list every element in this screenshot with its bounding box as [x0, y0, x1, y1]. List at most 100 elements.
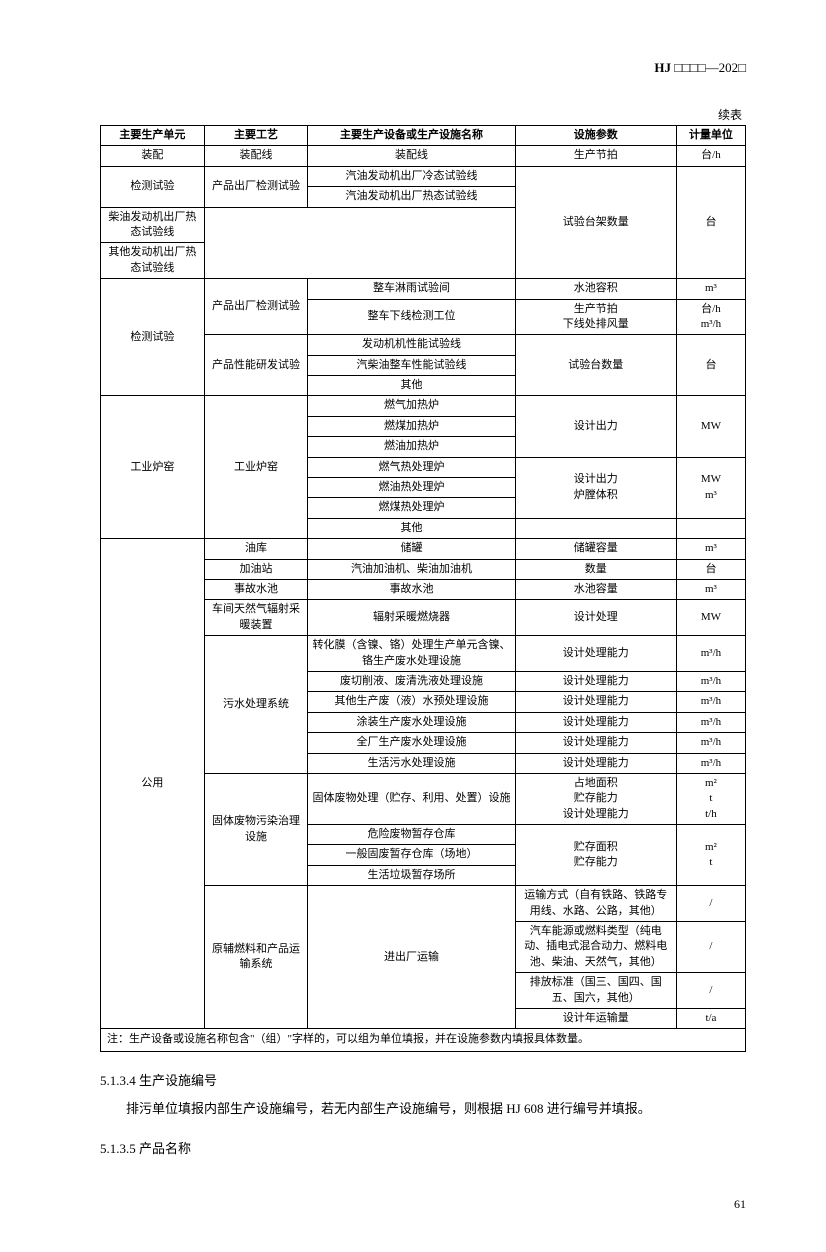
table-cell: 检测试验 [101, 279, 205, 396]
table-cell: 整车淋雨试验间 [308, 279, 515, 299]
table-cell: 水池容积 [515, 279, 676, 299]
table-cell: 水池容量 [515, 579, 676, 599]
col-header: 计量单位 [676, 126, 745, 146]
table-cell: 废切削液、废清洗液处理设施 [308, 671, 515, 691]
table-cell: 设计处理能力 [515, 636, 676, 672]
section-text: 排污单位填报内部生产设施编号，若无内部生产设施编号，则根据 HJ 608 进行编… [100, 1097, 746, 1120]
table-cell: m³/h [676, 733, 745, 753]
table-cell: MWm³ [676, 457, 745, 518]
table-cell: m³/h [676, 671, 745, 691]
table-cell: 汽油发动机出厂热态试验线 [308, 187, 515, 207]
table-cell: 全厂生产废水处理设施 [308, 733, 515, 753]
table-cell: 油库 [204, 539, 308, 559]
table-cell: 装配 [101, 146, 205, 166]
table-cell: 工业炉窑 [204, 396, 308, 539]
table-cell: 台/hm³/h [676, 299, 745, 335]
table-cell: 固体废物污染治理设施 [204, 773, 308, 885]
table-caption: 续表 [100, 106, 746, 123]
table-note-row: 注：生产设备或设施名称包含"（组）"字样的，可以组为单位填报，并在设施参数内填报… [101, 1029, 746, 1051]
table-cell: 占地面积贮存能力设计处理能力 [515, 773, 676, 824]
table-cell: 台 [676, 559, 745, 579]
table-cell: 汽柴油整车性能试验线 [308, 355, 515, 375]
table-cell: 燃气热处理炉 [308, 457, 515, 477]
table-cell [515, 518, 676, 538]
table-cell: 储罐容量 [515, 539, 676, 559]
section-number: 5.1.3.4 [100, 1073, 136, 1088]
table-cell: 汽油加油机、柴油加油机 [308, 559, 515, 579]
col-header: 设施参数 [515, 126, 676, 146]
table-row: 工业炉窑工业炉窑燃气加热炉设计出力MW [101, 396, 746, 416]
table-cell: 固体废物处理（贮存、利用、处置）设施 [308, 773, 515, 824]
table-cell: 生活污水处理设施 [308, 753, 515, 773]
table-cell: 柴油发动机出厂热态试验线 [101, 207, 205, 243]
table-cell: 产品出厂检测试验 [204, 166, 308, 207]
table-cell: 生活垃圾暂存场所 [308, 865, 515, 885]
table-row: 公用油库储罐储罐容量m³ [101, 539, 746, 559]
table-header-row: 主要生产单元 主要工艺 主要生产设备或生产设施名称 设施参数 计量单位 [101, 126, 746, 146]
table-cell: 装配线 [204, 146, 308, 166]
table-cell: 涂装生产废水处理设施 [308, 712, 515, 732]
table-cell: 车间天然气辐射采暖装置 [204, 600, 308, 636]
table-cell: 设计处理 [515, 600, 676, 636]
table-cell: 整车下线检测工位 [308, 299, 515, 335]
table-cell: / [676, 886, 745, 922]
table-cell: m²tt/h [676, 773, 745, 824]
table-cell: 燃油热处理炉 [308, 478, 515, 498]
table-cell: 加油站 [204, 559, 308, 579]
table-cell: 一般固废暂存仓库（场地） [308, 845, 515, 865]
section-heading: 5.1.3.4 生产设施编号 [100, 1070, 746, 1089]
table-cell: 台 [676, 166, 745, 278]
table-cell: 试验台数量 [515, 335, 676, 396]
table-cell: 设计年运输量 [515, 1008, 676, 1028]
table-cell: m³/h [676, 636, 745, 672]
header-hj: HJ [654, 60, 671, 75]
header-year: —202□ [706, 60, 746, 75]
table-cell: MW [676, 600, 745, 636]
table-cell: 其他 [308, 376, 515, 396]
table-cell [676, 518, 745, 538]
section-heading: 5.1.3.5 产品名称 [100, 1138, 746, 1157]
table-cell: / [676, 973, 745, 1009]
col-header: 主要生产设备或生产设施名称 [308, 126, 515, 146]
table-cell: 污水处理系统 [204, 636, 308, 774]
table-cell: 数量 [515, 559, 676, 579]
table-cell: m³ [676, 279, 745, 299]
table-cell: 设计处理能力 [515, 753, 676, 773]
table-cell: MW [676, 396, 745, 457]
table-cell: 其他生产废（液）水预处理设施 [308, 692, 515, 712]
section-number: 5.1.3.5 [100, 1141, 136, 1156]
table-row: 装配装配线装配线生产节拍台/h [101, 146, 746, 166]
table-cell: m³ [676, 539, 745, 559]
table-cell: 事故水池 [204, 579, 308, 599]
table-cell: 台 [676, 335, 745, 396]
table-cell: 检测试验 [101, 166, 205, 207]
header-boxes: □□□□ [674, 60, 705, 75]
section-title: 生产设施编号 [139, 1073, 217, 1088]
table-cell: m³/h [676, 692, 745, 712]
table-cell: 燃油加热炉 [308, 437, 515, 457]
table-cell: 储罐 [308, 539, 515, 559]
table-cell: 其他 [308, 518, 515, 538]
table-cell: 生产节拍下线处排风量 [515, 299, 676, 335]
table-cell: 设计出力炉膛体积 [515, 457, 676, 518]
table-cell: 设计出力 [515, 396, 676, 457]
table-note: 注：生产设备或设施名称包含"（组）"字样的，可以组为单位填报，并在设施参数内填报… [101, 1029, 746, 1051]
table-cell: 产品性能研发试验 [204, 335, 308, 396]
table-cell: 生产节拍 [515, 146, 676, 166]
table-row: 检测试验产品出厂检测试验整车淋雨试验间水池容积m³ [101, 279, 746, 299]
table-cell: 设计处理能力 [515, 692, 676, 712]
table-cell: m²t [676, 825, 745, 886]
table-cell: 汽车能源或燃料类型（纯电动、插电式混合动力、燃料电池、柴油、天然气，其他） [515, 922, 676, 973]
table-cell: 排放标准（国三、国四、国五、国六，其他） [515, 973, 676, 1009]
table-cell: / [676, 922, 745, 973]
table-cell: 进出厂运输 [308, 886, 515, 1029]
table-cell: 辐射采暖燃烧器 [308, 600, 515, 636]
table-cell: 发动机机性能试验线 [308, 335, 515, 355]
table-cell: 转化膜（含镍、铬）处理生产单元含镍、铬生产废水处理设施 [308, 636, 515, 672]
table-cell: 设计处理能力 [515, 712, 676, 732]
table-cell: 产品出厂检测试验 [204, 279, 308, 335]
table-cell: m³/h [676, 753, 745, 773]
table-cell: m³/h [676, 712, 745, 732]
table-cell: 工业炉窑 [101, 396, 205, 539]
table-cell: 试验台架数量 [515, 166, 676, 278]
